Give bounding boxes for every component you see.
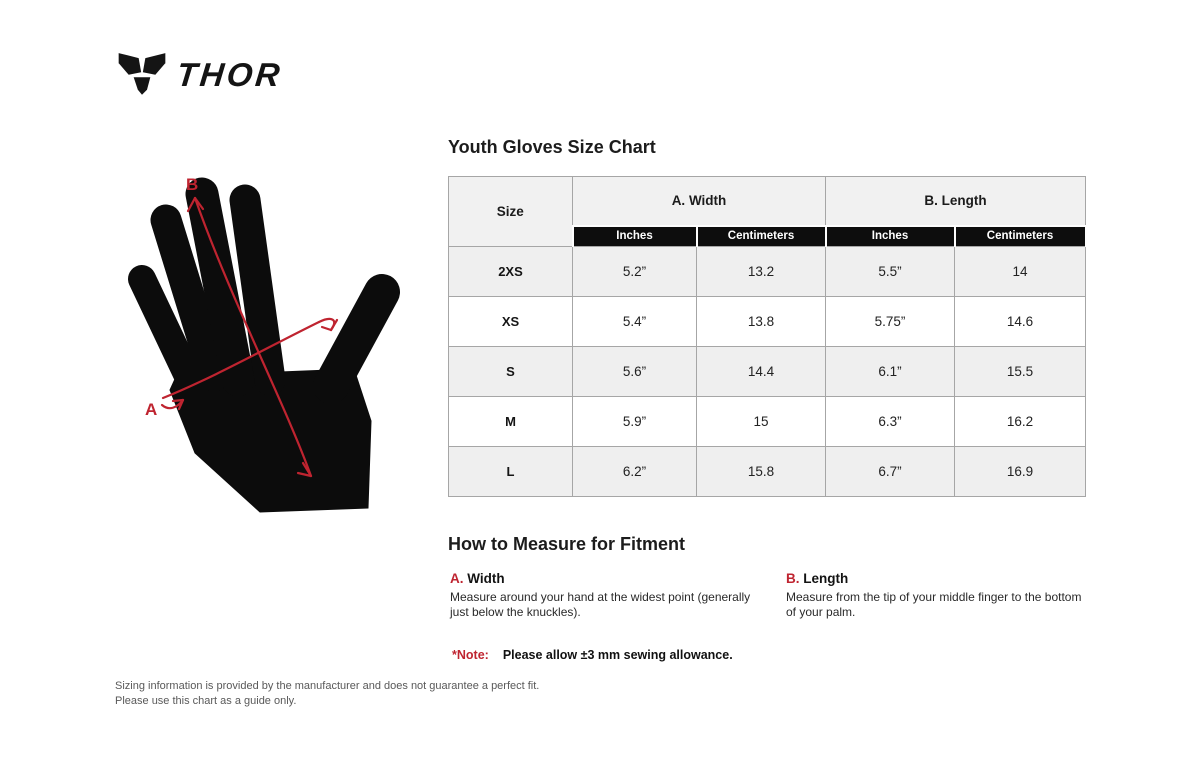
table-row: M 5.9” 15 6.3” 16.2 bbox=[448, 396, 1086, 447]
cell-width-in: 5.9” bbox=[572, 396, 697, 447]
thor-horns-icon bbox=[118, 53, 166, 95]
measure-item-heading: A. Width bbox=[450, 571, 755, 586]
measure-letter-a: A. bbox=[450, 571, 464, 586]
subheader-length-centimeters: Centimeters bbox=[953, 224, 1087, 247]
hand-label-b: B bbox=[186, 175, 198, 194]
sewing-allowance-note: *Note: Please allow ±3 mm sewing allowanc… bbox=[452, 648, 733, 662]
table-row: S 5.6” 14.4 6.1” 15.5 bbox=[448, 346, 1086, 397]
cell-width-in: 5.6” bbox=[572, 346, 697, 397]
subheader-width-centimeters: Centimeters bbox=[695, 224, 827, 247]
cell-length-in: 6.7” bbox=[825, 446, 955, 497]
disclaimer: Sizing information is provided by the ma… bbox=[115, 679, 539, 708]
column-header-length: B. Length bbox=[825, 176, 1086, 226]
cell-length-cm: 16.9 bbox=[954, 446, 1086, 497]
thor-wordmark: THOR bbox=[175, 55, 285, 93]
table-subheader-row: Inches Centimeters Inches Centimeters bbox=[449, 224, 1087, 247]
table-group-header-row: Size A. Width B. Length bbox=[448, 176, 1086, 247]
cell-size: S bbox=[448, 346, 573, 397]
measure-item-width: A. Width Measure around your hand at the… bbox=[450, 571, 755, 620]
hand-label-a: A bbox=[145, 400, 157, 419]
cell-width-in: 5.2” bbox=[572, 246, 697, 297]
cell-length-in: 6.1” bbox=[825, 346, 955, 397]
cell-width-cm: 15.8 bbox=[696, 446, 826, 497]
cell-length-cm: 14.6 bbox=[954, 296, 1086, 347]
cell-length-in: 5.75” bbox=[825, 296, 955, 347]
cell-size: 2XS bbox=[448, 246, 573, 297]
cell-length-cm: 14 bbox=[954, 246, 1086, 297]
disclaimer-line-2: Please use this chart as a guide only. bbox=[115, 694, 297, 707]
note-label: *Note: bbox=[452, 648, 489, 662]
measure-item-length: B. Length Measure from the tip of your m… bbox=[786, 571, 1091, 620]
disclaimer-line-1: Sizing information is provided by the ma… bbox=[115, 680, 540, 692]
thor-logo: THOR bbox=[117, 50, 285, 97]
cell-length-cm: 16.2 bbox=[954, 396, 1086, 447]
measure-section-title: How to Measure for Fitment bbox=[448, 534, 686, 554]
measure-label: Length bbox=[803, 571, 849, 586]
column-header-width: A. Width bbox=[572, 176, 826, 226]
note-text: Please allow ±3 mm sewing allowance. bbox=[502, 648, 733, 662]
measure-arrow-a bbox=[160, 317, 339, 411]
cell-width-cm: 13.2 bbox=[696, 246, 826, 297]
measure-description: Measure from the tip of your middle fing… bbox=[786, 590, 1082, 619]
subheader-width-inches: Inches bbox=[571, 224, 698, 247]
measure-label: Width bbox=[467, 571, 505, 586]
cell-width-cm: 15 bbox=[696, 396, 826, 447]
cell-width-in: 5.4” bbox=[572, 296, 697, 347]
hand-silhouette bbox=[128, 177, 400, 513]
table-row: XS 5.4” 13.8 5.75” 14.6 bbox=[448, 296, 1086, 347]
page-title: Youth Gloves Size Chart bbox=[448, 137, 656, 157]
measure-arrow-b bbox=[186, 196, 313, 478]
column-header-size: Size bbox=[448, 176, 573, 247]
cell-width-in: 6.2” bbox=[572, 446, 697, 497]
measure-description: Measure around your hand at the widest p… bbox=[450, 590, 751, 619]
hand-measurement-diagram: B A bbox=[128, 175, 400, 513]
cell-size: L bbox=[448, 446, 573, 497]
measure-item-heading: B. Length bbox=[786, 571, 1091, 586]
measure-letter-b: B. bbox=[786, 571, 800, 586]
cell-size: XS bbox=[448, 296, 573, 347]
cell-length-in: 5.5” bbox=[825, 246, 955, 297]
cell-width-cm: 14.4 bbox=[696, 346, 826, 397]
cell-length-cm: 15.5 bbox=[954, 346, 1086, 397]
cell-length-in: 6.3” bbox=[825, 396, 955, 447]
cell-size: M bbox=[448, 396, 573, 447]
cell-width-cm: 13.8 bbox=[696, 296, 826, 347]
table-row: 2XS 5.2” 13.2 5.5” 14 bbox=[448, 246, 1086, 297]
table-row: L 6.2” 15.8 6.7” 16.9 bbox=[448, 446, 1086, 497]
size-chart-table: Size A. Width B. Length Inches Centimete… bbox=[448, 176, 1087, 497]
subheader-length-inches: Inches bbox=[824, 224, 956, 247]
